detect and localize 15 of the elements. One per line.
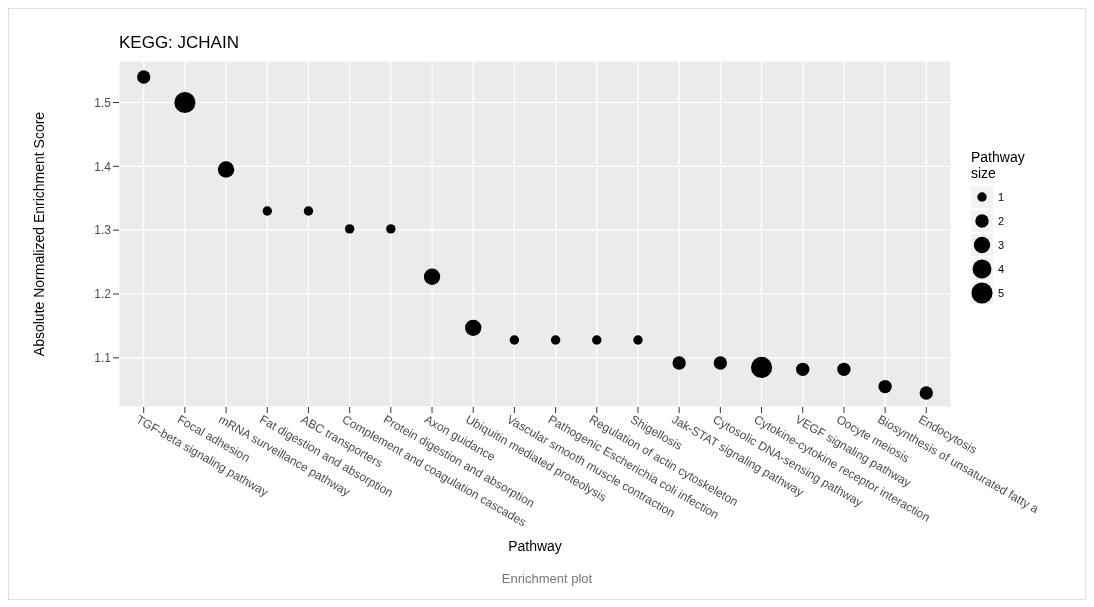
y-tick-label: 1.3 bbox=[94, 223, 112, 238]
y-tick-label: 1.2 bbox=[94, 287, 112, 302]
legend-label: 2 bbox=[998, 215, 1005, 227]
text: Enrichment plot bbox=[500, 571, 594, 586]
legend-title: Pathway size bbox=[971, 149, 1026, 181]
legend-label: 4 bbox=[998, 263, 1005, 275]
legend-label: 1 bbox=[998, 191, 1005, 203]
x-axis-title: Pathway bbox=[508, 538, 562, 554]
y-axis-title: Absolute Normalized Enrichment Score bbox=[30, 111, 47, 357]
chart-title: KEGG: JCHAIN bbox=[119, 33, 239, 53]
y-tick-label: 1.4 bbox=[94, 159, 112, 174]
legend-label: 5 bbox=[998, 287, 1005, 299]
y-tick-label: 1.5 bbox=[94, 95, 112, 110]
y-tick-label: 1.1 bbox=[94, 351, 112, 366]
legend-label: 3 bbox=[998, 239, 1005, 251]
